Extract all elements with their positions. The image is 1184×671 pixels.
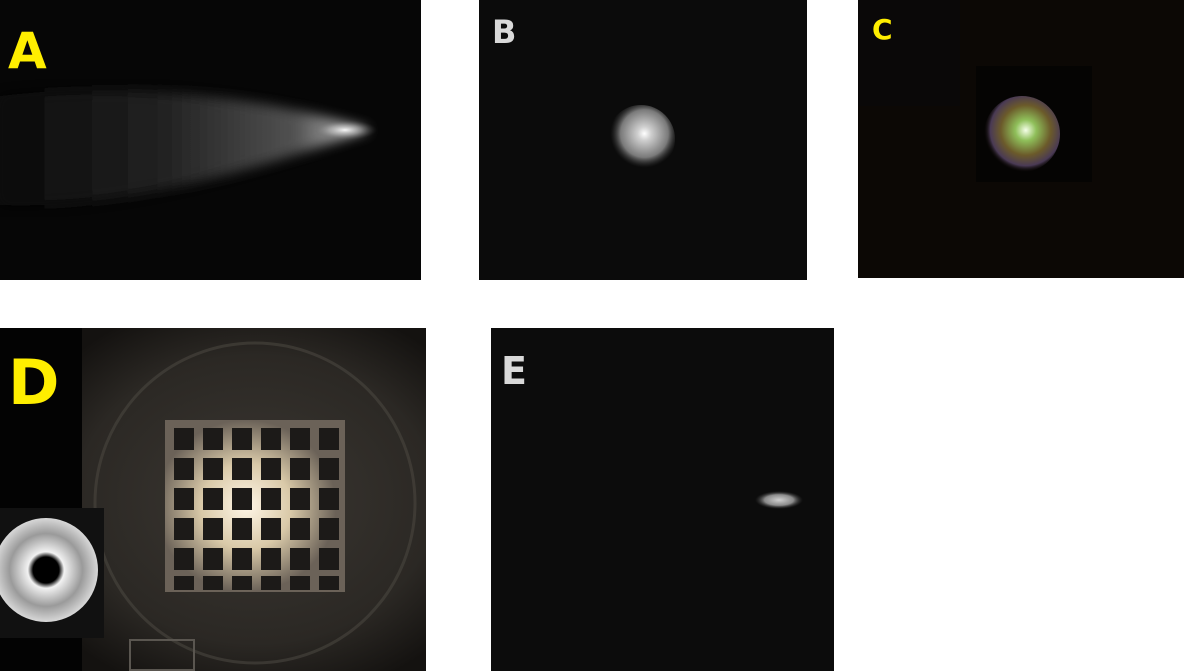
panel-d-label: D [8,346,60,419]
color-spot-graphic [858,0,1092,182]
panel-a-label: A [8,22,47,80]
light-streak-graphic [755,491,803,509]
panel-e-label: E [501,349,527,393]
panel-c-label: C [872,13,893,46]
panel-d-grid-photo: D [0,328,426,671]
panel-b-label: B [492,13,517,51]
grid-photo-graphic [0,328,426,671]
panel-b-spot-image: B [479,0,807,280]
panel-c-color-spot-image: C [858,0,1184,278]
panel-a-cone-beam-image: A [0,0,421,280]
cone-beam-graphic [0,90,377,206]
round-spot-graphic [607,105,675,173]
panel-e-streak-image: E [491,328,834,671]
